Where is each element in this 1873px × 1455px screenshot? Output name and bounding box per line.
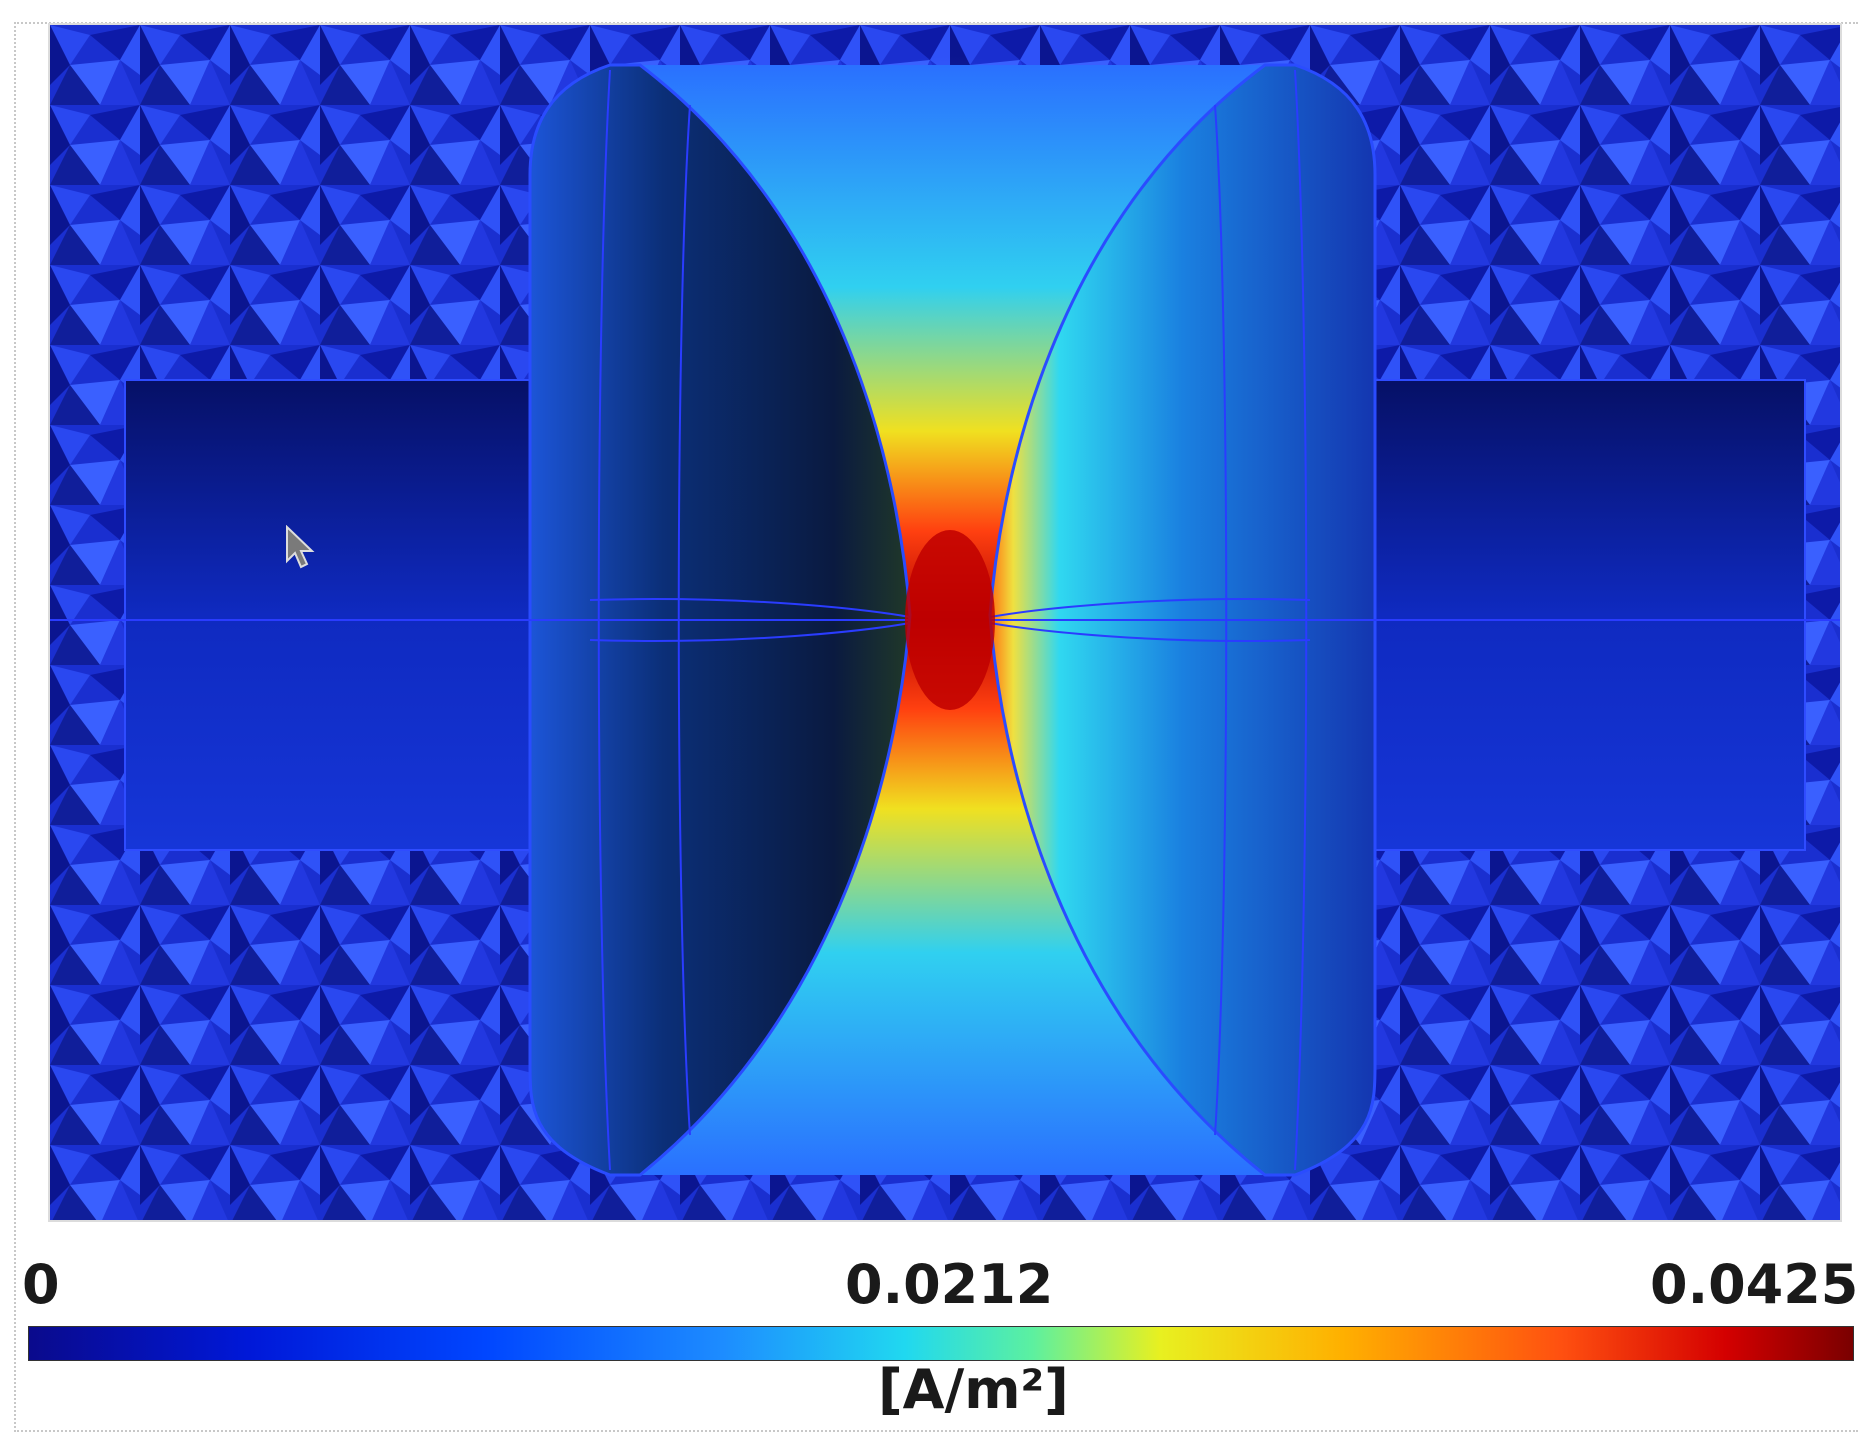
mouse-pointer-icon (286, 525, 315, 569)
colorbar (28, 1326, 1854, 1361)
right-cylinder (1364, 379, 1806, 851)
colorbar-mid-label: 0.0212 (845, 1253, 1054, 1316)
colorbar-unit-label: [A/m²] (878, 1358, 1069, 1421)
colorbar-max-label: 0.0425 (1650, 1253, 1859, 1316)
simulation-viewport[interactable] (50, 25, 1840, 1220)
colorbar-min-label: 0 (22, 1253, 60, 1316)
current-hotspot (905, 530, 995, 710)
left-cylinder (124, 379, 566, 851)
current-density-plot (50, 25, 1840, 1220)
figure-frame (14, 22, 1858, 1432)
wireframe-edges (50, 69, 1840, 1171)
